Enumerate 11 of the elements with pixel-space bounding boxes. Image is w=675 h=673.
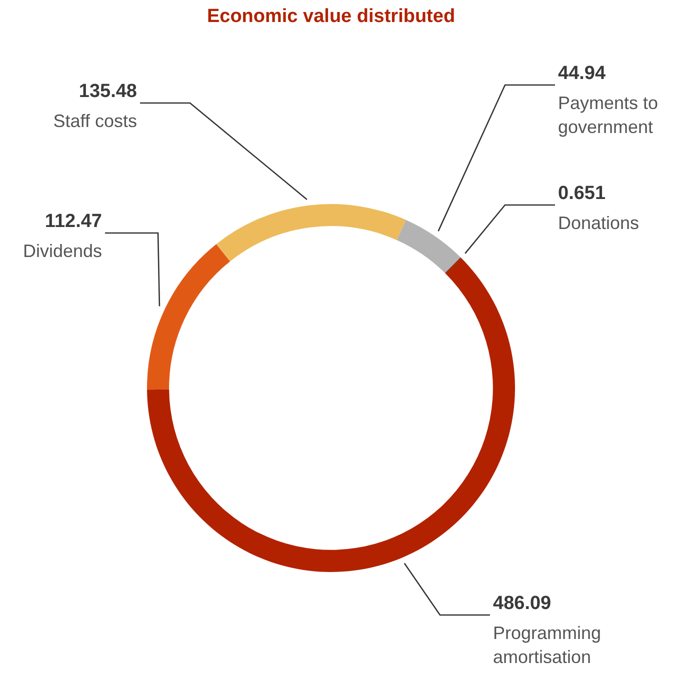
slice-label: Staff costs — [53, 110, 137, 131]
data-label: 44.94 — [558, 63, 606, 84]
data-label: 135.48 — [78, 81, 137, 102]
slice-label: Donations — [558, 212, 640, 233]
data-label: 0.651 — [558, 183, 606, 204]
data-label: 486.09 — [493, 593, 552, 614]
slice-label: Dividends — [22, 240, 102, 261]
slice-label: Programming amortisation — [493, 622, 602, 667]
slice-label: Payments to government — [558, 92, 658, 137]
data-label: 112.47 — [44, 211, 102, 232]
chart-title: Economic value distributed — [206, 6, 456, 28]
